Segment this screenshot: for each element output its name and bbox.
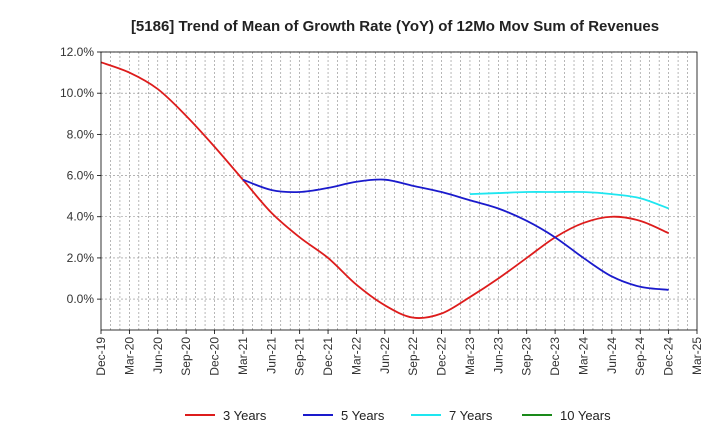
plot-background xyxy=(101,52,697,330)
y-tick-label: 6.0% xyxy=(67,169,95,183)
legend-label-3-years: 3 Years xyxy=(223,408,267,423)
y-axis-ticks: 0.0% 2.0% 4.0% 6.0% 8.0% 10.0% 12.0% xyxy=(60,45,101,306)
x-tick-label: Jun-22 xyxy=(378,337,392,374)
y-tick-label: 12.0% xyxy=(60,45,94,59)
x-tick-label: Jun-20 xyxy=(151,337,165,374)
x-tick-label: Jun-21 xyxy=(264,337,278,374)
y-tick-label: 8.0% xyxy=(67,127,95,141)
x-tick-label: Mar-20 xyxy=(122,337,136,375)
legend-label-7-years: 7 Years xyxy=(449,408,493,423)
chart-title: [5186] Trend of Mean of Growth Rate (YoY… xyxy=(131,18,659,35)
x-tick-label: Mar-21 xyxy=(236,337,250,375)
axes xyxy=(100,51,698,331)
x-tick-label: Dec-19 xyxy=(94,337,108,376)
x-tick-label: Dec-22 xyxy=(435,337,449,376)
series-lines xyxy=(100,61,669,319)
series-line-7-years xyxy=(469,190,669,210)
x-tick-label: Mar-22 xyxy=(349,337,363,375)
series-line-3-years xyxy=(100,61,669,319)
x-tick-label: Sep-20 xyxy=(179,337,193,376)
series-line-5-years xyxy=(242,178,669,291)
y-tick-label: 0.0% xyxy=(67,292,95,306)
x-tick-label: Jun-24 xyxy=(605,337,619,374)
x-tick-label: Sep-22 xyxy=(406,337,420,376)
y-tick-label: 2.0% xyxy=(67,251,95,265)
x-tick-label: Dec-20 xyxy=(208,337,222,376)
plot-frame xyxy=(100,51,698,331)
plot-area xyxy=(101,52,697,330)
y-tick-label: 4.0% xyxy=(67,210,95,224)
x-tick-label: Dec-21 xyxy=(321,337,335,376)
legend-label-10-years: 10 Years xyxy=(560,408,611,423)
x-tick-label: Jun-23 xyxy=(491,337,505,374)
x-tick-label: Mar-24 xyxy=(576,337,590,375)
x-tick-label: Sep-23 xyxy=(520,337,534,376)
y-tick-label: 10.0% xyxy=(60,86,94,100)
x-tick-label: Sep-21 xyxy=(293,337,307,376)
x-tick-label: Mar-25 xyxy=(690,337,704,375)
legend: 3 Years 5 Years 7 Years 10 Years xyxy=(185,408,611,423)
legend-label-5-years: 5 Years xyxy=(341,408,385,423)
x-axis-ticks: Dec-19 Mar-20 Jun-20 Sep-20 Dec-20 Mar-21 Jun-… xyxy=(94,330,704,376)
x-tick-label: Mar-23 xyxy=(463,337,477,375)
x-tick-label: Dec-24 xyxy=(662,337,676,376)
x-tick-label: Sep-24 xyxy=(633,337,647,376)
x-tick-label: Dec-23 xyxy=(548,337,562,376)
